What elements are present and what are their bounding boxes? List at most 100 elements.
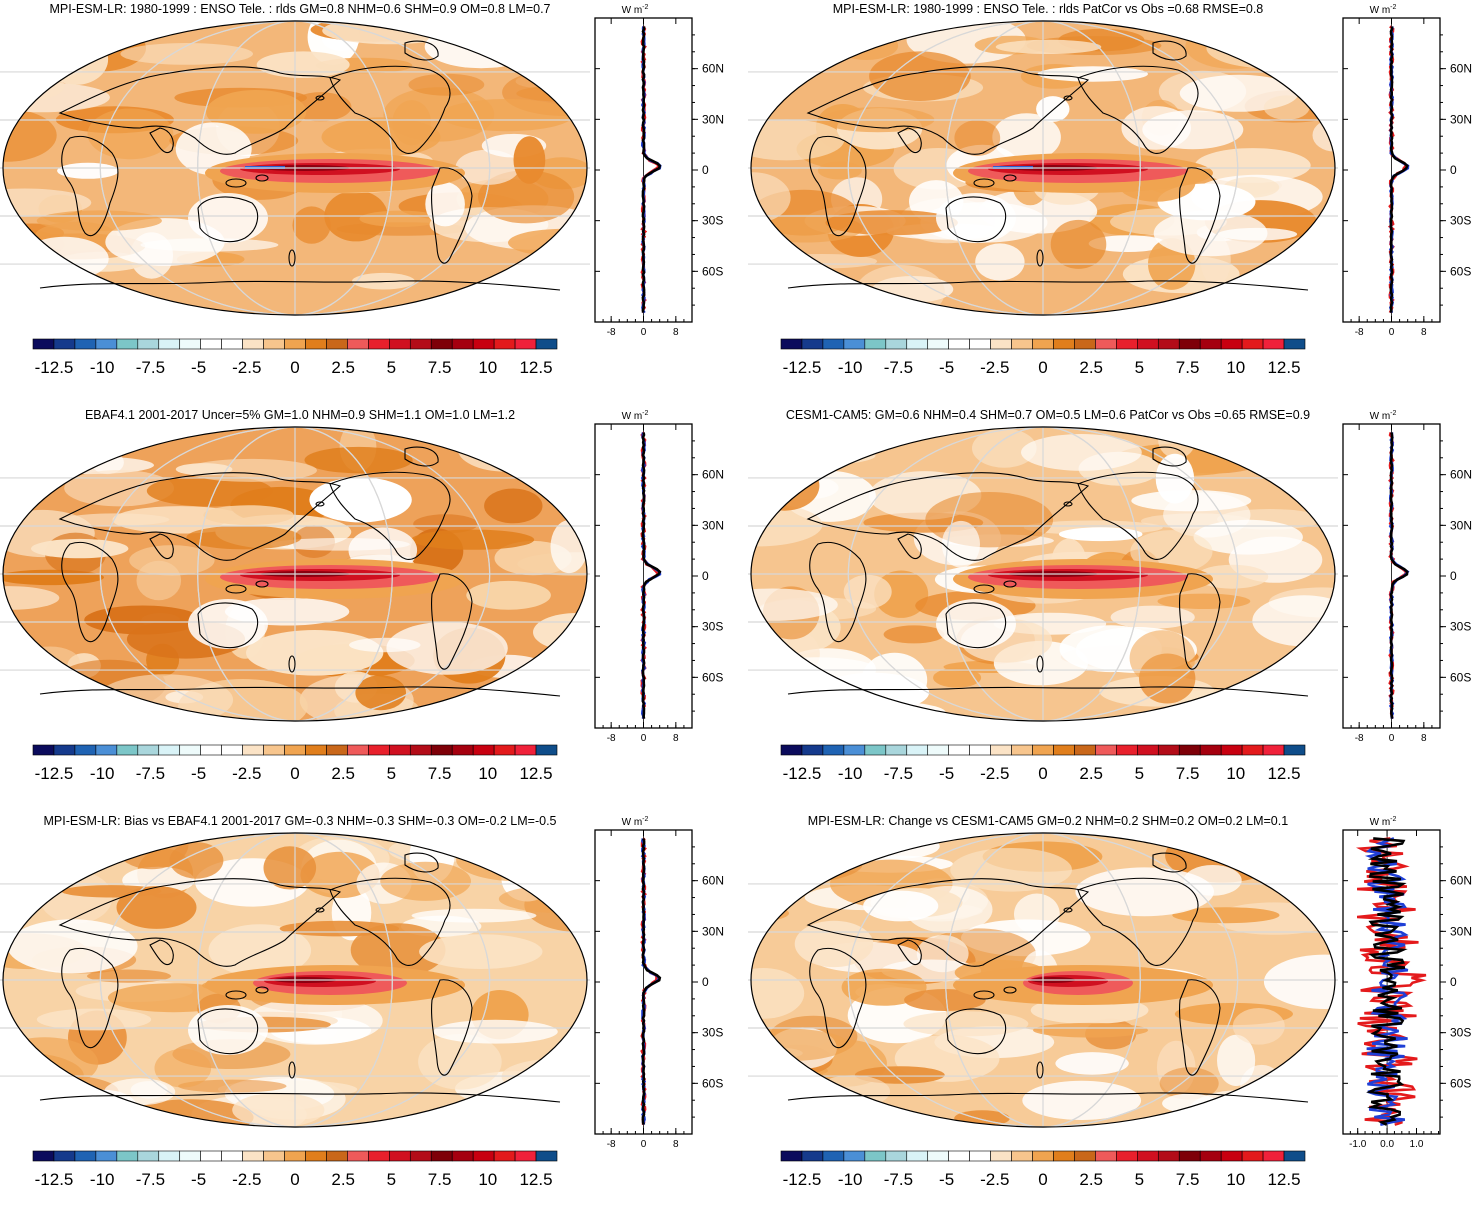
colorbar-swatch xyxy=(801,338,824,350)
colorbar-swatch xyxy=(1032,744,1054,756)
colorbar-tick-label: 7.5 xyxy=(428,764,452,783)
colorbar: -12.5 -10 -7.5 -5 -2.5 0 2.5 5 7.5 10 12.5 xyxy=(32,744,558,783)
colorbar-swatch xyxy=(927,1150,949,1162)
latitude-tick-label: 30S xyxy=(702,1026,723,1040)
colorbar-swatch xyxy=(389,1150,411,1162)
zonal-mean-profile: W m-2 60N 30N 0 30S 60S -8 0 8 xyxy=(594,410,724,741)
profile-x-tick-label: 0 xyxy=(641,327,647,335)
colorbar-swatch xyxy=(305,1150,327,1162)
profile-black-line xyxy=(1389,432,1409,719)
colorbar-swatch xyxy=(95,744,118,756)
colorbar-tick-label: 0 xyxy=(1038,764,1047,783)
colorbar-tick-label: -7.5 xyxy=(136,764,165,783)
latitude-tick-label: 0 xyxy=(1450,569,1457,583)
latitude-tick-label: 60N xyxy=(702,468,724,482)
colorbar-swatch xyxy=(158,338,181,350)
colorbar-tick-label: -2.5 xyxy=(980,358,1009,377)
zonal-mean-profile: W m-2 60N 30N 0 30S 60S -8 0 8 xyxy=(594,816,724,1147)
colorbar-swatch xyxy=(1116,1150,1138,1162)
colorbar-tick-label: 0 xyxy=(1038,1170,1047,1189)
profile-units-label: W m-2 xyxy=(1370,4,1397,16)
colorbar-tick-label: -7.5 xyxy=(884,1170,913,1189)
colorbar-swatch xyxy=(1157,1150,1180,1162)
colorbar-swatch xyxy=(95,338,118,350)
colorbar-swatch xyxy=(1262,1150,1285,1162)
map-title: MPI-ESM-LR: Change vs CESM1-CAM5 GM=0.2 … xyxy=(807,814,1289,828)
zonal-mean-profile: W m-2 60N 30N 0 30S 60S -8 0 8 xyxy=(1342,4,1472,335)
latitude-tick-label: 30N xyxy=(1450,924,1472,938)
colorbar-swatch xyxy=(906,1150,929,1162)
profile-x-tick-label: -8 xyxy=(1355,733,1364,741)
colorbar-swatch xyxy=(1283,338,1306,350)
colorbar-swatch xyxy=(969,744,991,756)
profile-x-tick-label: 8 xyxy=(1421,733,1427,741)
colorbar-swatch xyxy=(1178,744,1201,756)
colorbar-swatch xyxy=(822,1150,845,1162)
colorbar-tick-label: 5 xyxy=(387,764,396,783)
colorbar-tick-label: -12.5 xyxy=(783,358,822,377)
colorbar-swatch xyxy=(430,744,453,756)
colorbar-tick-label: 2.5 xyxy=(1079,764,1103,783)
colorbar-swatch xyxy=(32,744,55,756)
latitude-tick-label: 30N xyxy=(702,112,724,126)
colorbar-swatch xyxy=(472,1150,495,1162)
colorbar-swatch xyxy=(1074,1150,1096,1162)
colorbar-tick-label: -2.5 xyxy=(980,764,1009,783)
colorbar-swatch xyxy=(780,1150,803,1162)
colorbar-swatch xyxy=(326,338,348,350)
colorbar-swatch xyxy=(1011,338,1033,350)
profile-units-label: W m-2 xyxy=(1370,816,1397,828)
colorbar-swatch xyxy=(116,338,139,350)
colorbar-swatch xyxy=(1116,338,1138,350)
profile-x-tick-label: 0.0 xyxy=(1380,1139,1394,1147)
colorbar-swatch xyxy=(885,338,908,350)
colorbar-tick-label: 5 xyxy=(1135,1170,1144,1189)
colorbar-tick-label: -10 xyxy=(838,764,863,783)
panel-change: MPI-ESM-LR: Change vs CESM1-CAM5 GM=0.2 … xyxy=(748,812,1478,1207)
colorbar-swatch xyxy=(221,338,243,350)
latitude-tick-label: 0 xyxy=(1450,163,1457,177)
colorbar-tick-label: -5 xyxy=(191,764,206,783)
colorbar-swatch xyxy=(409,338,432,350)
colorbar-swatch xyxy=(409,744,432,756)
colorbar-swatch xyxy=(1178,1150,1201,1162)
colorbar-swatch xyxy=(990,1150,1012,1162)
colorbar-tick-label: 12.5 xyxy=(519,1170,552,1189)
colorbar-swatch xyxy=(843,338,866,350)
colorbar-tick-label: 10 xyxy=(1226,1170,1245,1189)
colorbar-tick-label: -10 xyxy=(90,764,115,783)
colorbar-swatch xyxy=(74,1150,97,1162)
colorbar-swatch xyxy=(263,1150,285,1162)
latitude-tick-label: 0 xyxy=(702,569,709,583)
colorbar-swatch xyxy=(200,1150,222,1162)
colorbar-tick-label: -5 xyxy=(191,358,206,377)
colorbar-tick-label: 2.5 xyxy=(1079,1170,1103,1189)
colorbar-swatch xyxy=(137,1150,160,1162)
colorbar-tick-label: -12.5 xyxy=(35,358,74,377)
panel-model-enso: MPI-ESM-LR: 1980-1999 : ENSO Tele. : rld… xyxy=(0,0,730,395)
colorbar-tick-label: 7.5 xyxy=(1176,1170,1200,1189)
colorbar-swatch xyxy=(389,744,411,756)
colorbar-swatch xyxy=(514,744,537,756)
colorbar-swatch xyxy=(347,744,369,756)
colorbar-swatch xyxy=(514,1150,537,1162)
panel-model-patcor: MPI-ESM-LR: 1980-1999 : ENSO Tele. : rld… xyxy=(748,0,1478,395)
colorbar-tick-label: 12.5 xyxy=(519,764,552,783)
latitude-tick-label: 60S xyxy=(1450,1076,1471,1090)
colorbar-swatch xyxy=(514,338,537,350)
latitude-tick-label: 30S xyxy=(702,620,723,634)
panel-cesm: CESM1-CAM5: GM=0.6 NHM=0.4 SHM=0.7 OM=0.… xyxy=(748,406,1478,801)
colorbar-swatch xyxy=(1220,338,1243,350)
colorbar-swatch xyxy=(242,338,264,350)
latitude-tick-label: 30S xyxy=(702,214,723,228)
colorbar-swatch xyxy=(284,744,306,756)
map-title: MPI-ESM-LR: 1980-1999 : ENSO Tele. : rld… xyxy=(832,2,1264,16)
profile-x-tick-label: 1.0 xyxy=(1410,1139,1424,1147)
profile-units-label: W m-2 xyxy=(622,410,649,422)
colorbar-tick-label: 0 xyxy=(290,358,299,377)
profile-x-tick-label: 8 xyxy=(673,327,679,335)
profile-x-tick-label: 8 xyxy=(1421,327,1427,335)
colorbar-swatch xyxy=(1137,744,1159,756)
colorbar-swatch xyxy=(1199,744,1222,756)
colorbar-swatch xyxy=(864,338,887,350)
